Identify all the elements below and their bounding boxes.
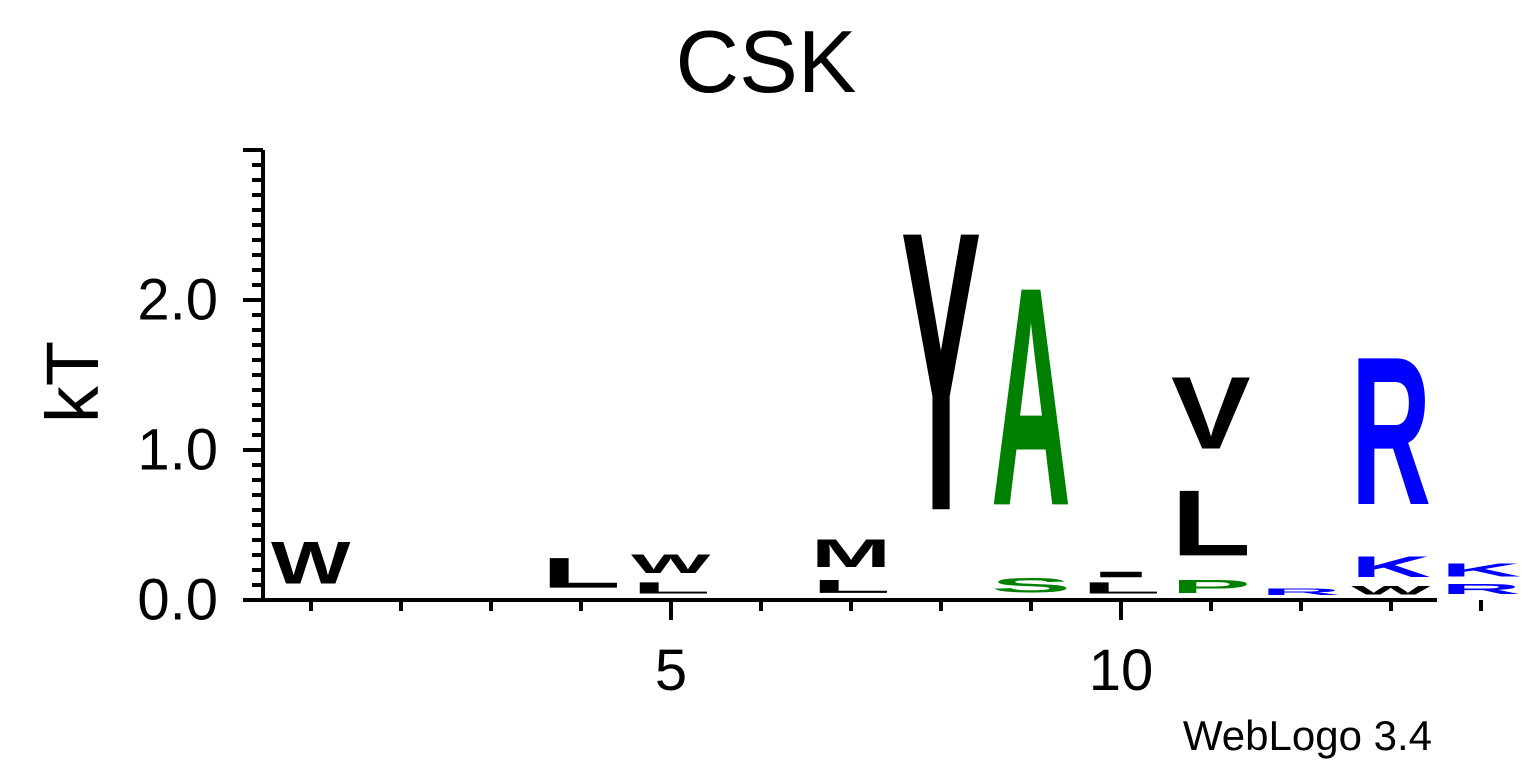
- y-axis-label: kT: [31, 341, 114, 423]
- logo-letter-a-pos9: A: [991, 222, 1071, 571]
- logo-letter-y-pos8: Y: [901, 149, 981, 595]
- x-tick-label-10: 10: [1089, 638, 1154, 703]
- logo-letter-r-pos14: R: [1441, 580, 1521, 597]
- logo-letter-w-pos1: W: [271, 529, 352, 596]
- y-tick-label-2: 2.0: [137, 268, 218, 333]
- chart-title: CSK: [676, 12, 857, 111]
- logo-letter-i-pos10: I: [1081, 570, 1161, 579]
- logo-letter-l-pos4: L: [541, 549, 621, 597]
- y-tick-label-1: 1.0: [137, 418, 218, 483]
- logo-letter-l-pos11: L: [1171, 471, 1251, 576]
- x-tick-label-5: 5: [655, 638, 687, 703]
- logo-letter-w-pos5: W: [631, 549, 711, 579]
- logo-letter-r-pos12: R: [1261, 586, 1341, 596]
- x-ticks: [309, 600, 1483, 620]
- logo-letter-s-pos9: S: [991, 573, 1071, 597]
- weblogo-credit: WebLogo 3.4: [1183, 712, 1432, 759]
- y-ticks: [243, 148, 263, 602]
- logo-letter-k-pos13: K: [1351, 551, 1431, 584]
- axes: 0.0 1.0 2.0 5 10: [137, 148, 1483, 703]
- y-tick-label-0: 0.0: [137, 568, 218, 633]
- logo-letter-k-pos14: K: [1441, 559, 1521, 580]
- logo-letter-l-pos5: L: [631, 579, 711, 597]
- logo-letter-p-pos11: P: [1171, 576, 1251, 597]
- logo-letter-r-pos13: R: [1351, 312, 1431, 549]
- logo-letter-w-pos13: W: [1351, 584, 1431, 597]
- logo-letter-m-pos7: M: [811, 531, 891, 576]
- logo-letter-l-pos7: L: [811, 576, 891, 597]
- logo-letter-v-pos11: V: [1171, 355, 1251, 471]
- logo-letter-l-pos10: L: [1081, 579, 1161, 597]
